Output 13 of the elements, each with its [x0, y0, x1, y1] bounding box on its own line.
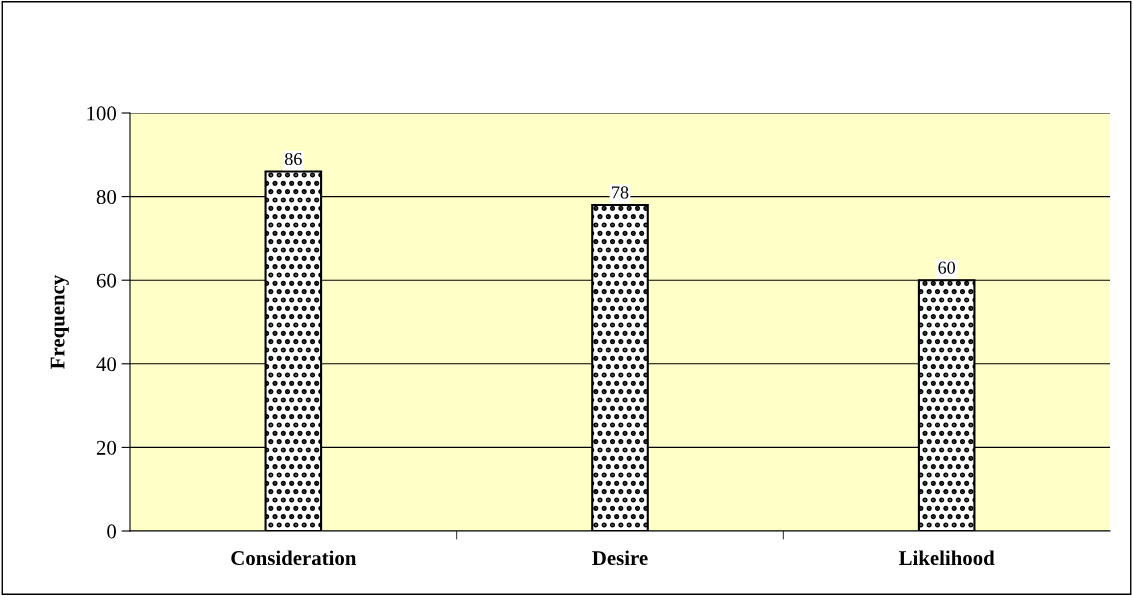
y-tick-label: 60	[96, 273, 117, 288]
y-tick-label: 40	[96, 357, 117, 372]
y-tick-label: 100	[87, 106, 117, 121]
x-tick-label: Consideration	[231, 550, 357, 566]
data-label: 86	[284, 152, 302, 166]
y-tick-label: 20	[96, 440, 117, 455]
y-axis-title: Frequency	[50, 274, 69, 369]
data-label: 78	[612, 186, 629, 199]
data-label: 60	[938, 261, 956, 274]
x-tick-label: Desire	[592, 550, 648, 566]
y-tick-label: 80	[96, 189, 117, 205]
y-tick-label: 0	[107, 524, 117, 539]
x-tick-label: Likelihood	[898, 550, 995, 566]
